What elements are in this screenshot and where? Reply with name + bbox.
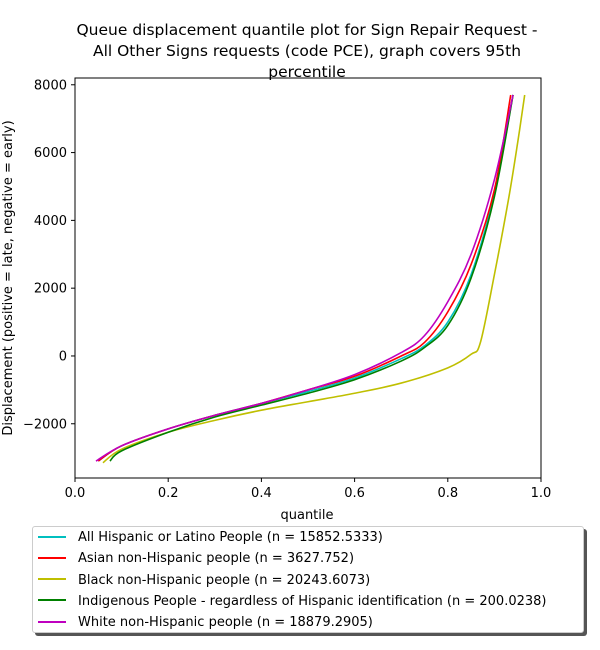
- y-tick-label: 4000: [34, 214, 67, 229]
- axes-layer: 0.0 0.2 0.4 0.6 0.8 1.0 −2000 0 2000 4000 6000 8000: [23, 77, 552, 501]
- y-tick-label: 0: [59, 349, 67, 364]
- legend-label: Black non-Hispanic people (n = 20243.607…: [78, 572, 371, 588]
- plot-frame: [74, 77, 542, 479]
- legend-item: All Hispanic or Latino People (n = 15852…: [38, 527, 383, 548]
- y-tick-label: 6000: [34, 146, 67, 161]
- legend-item: White non-Hispanic people (n = 18879.290…: [38, 612, 373, 633]
- legend-label: All Hispanic or Latino People (n = 15852…: [78, 530, 383, 545]
- legend-label: Indigenous People - regardless of Hispan…: [78, 593, 547, 609]
- legend-label: White non-Hispanic people (n = 18879.290…: [78, 615, 373, 631]
- x-tick-label: 0.4: [251, 486, 272, 501]
- chart-title-line-3: percentile: [268, 63, 346, 81]
- x-tick-label: 0.2: [158, 486, 179, 501]
- legend-swatch: [38, 599, 66, 602]
- series-line-1: [97, 94, 514, 462]
- x-tick-label: 1.0: [531, 486, 552, 501]
- x-tick-label: 0.0: [65, 486, 86, 501]
- x-tick-label: 0.6: [344, 486, 365, 501]
- legend-item: Indigenous People - regardless of Hispan…: [38, 591, 547, 612]
- legend-swatch: [38, 578, 66, 581]
- series-line-5: [95, 94, 514, 462]
- legend-label: Asian non-Hispanic people (n = 3627.752): [78, 551, 355, 567]
- y-tick-label: 8000: [34, 78, 67, 93]
- chart-title-line-2: All Other Signs requests (code PCE), gra…: [92, 42, 522, 60]
- series-line-2: [97, 94, 512, 462]
- chart-title: Queue displacement quantile plot for Sig…: [0, 20, 600, 83]
- legend-swatch: [38, 535, 66, 538]
- series-layer: [95, 94, 526, 464]
- y-tick-label: 2000: [34, 282, 67, 297]
- chart-title-line-1: Queue displacement quantile plot for Sig…: [76, 21, 538, 39]
- series-line-3: [102, 94, 526, 464]
- y-tick-label: −2000: [23, 417, 67, 432]
- legend-swatch: [38, 556, 66, 559]
- series-line-4: [109, 94, 514, 462]
- x-axis-label: quantile: [280, 508, 333, 523]
- legend-item: Asian non-Hispanic people (n = 3627.752): [38, 548, 354, 569]
- y-axis-label: Displacement (positive = late, negative …: [1, 120, 16, 435]
- legend: All Hispanic or Latino People (n = 15852…: [32, 526, 584, 633]
- legend-swatch: [38, 620, 66, 623]
- x-tick-label: 0.8: [437, 486, 458, 501]
- legend-item: Black non-Hispanic people (n = 20243.607…: [38, 570, 370, 591]
